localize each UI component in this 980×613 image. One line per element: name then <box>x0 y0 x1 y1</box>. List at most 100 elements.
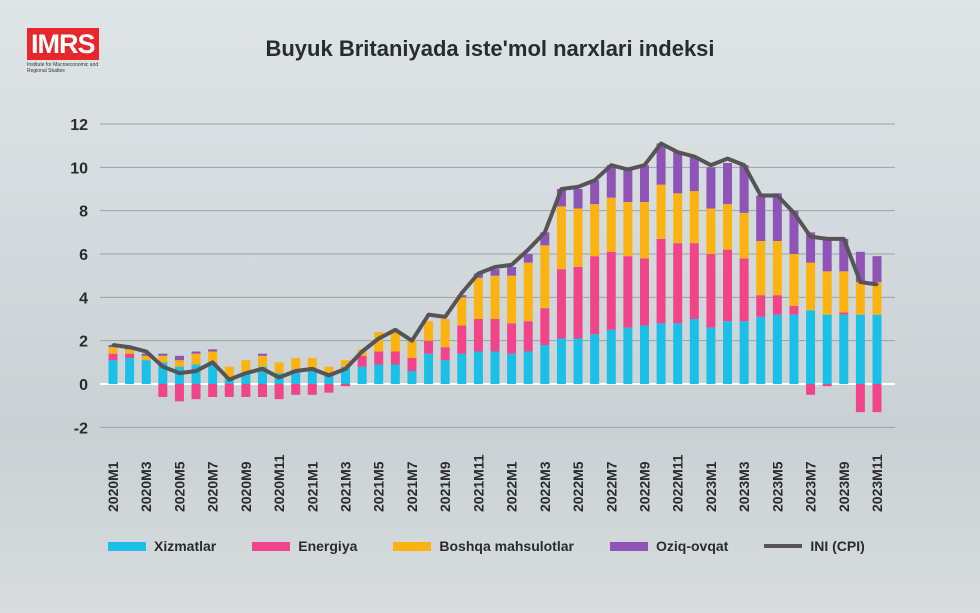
bar-oziq-ovqat <box>673 152 683 194</box>
bar-energiya <box>158 384 168 397</box>
bar-oziq-ovqat <box>208 349 218 352</box>
bar-xizmatlar <box>125 358 135 384</box>
bar-energiya <box>257 384 267 397</box>
x-tick-label: 2022M11 <box>670 454 686 512</box>
cpi-point <box>493 265 497 269</box>
bar-xizmatlar <box>490 351 500 384</box>
bar-xizmatlar <box>307 371 317 384</box>
bar-oziq-ovqat <box>839 238 849 272</box>
bar-energiya <box>174 384 184 402</box>
legend-line <box>764 544 803 548</box>
x-tick-label: 2023M11 <box>869 454 885 512</box>
bar-energiya <box>806 384 816 395</box>
cpi-point <box>476 272 480 275</box>
bar-oziq-ovqat <box>490 269 500 276</box>
bar-boshqa-mahsulotlar <box>673 193 683 244</box>
legend-label: INI (CPI) <box>810 538 865 554</box>
cpi-point <box>709 163 713 167</box>
cpi-point <box>858 280 862 284</box>
bar-energiya <box>324 384 334 393</box>
bar-boshqa-mahsulotlar <box>158 355 168 363</box>
y-tick-label: 2 <box>79 334 88 351</box>
cpi-point <box>310 367 314 371</box>
legend-item-services: Xizmatlar <box>108 538 216 554</box>
bar-xizmatlar <box>407 371 417 384</box>
bar-boshqa-mahsulotlar <box>457 297 467 326</box>
bar-xizmatlar <box>257 366 267 384</box>
bar-boshqa-mahsulotlar <box>507 275 517 324</box>
legend-item-other-goods: Boshqa mahsulotlar <box>393 538 574 554</box>
bar-boshqa-mahsulotlar <box>440 319 450 348</box>
y-tick-label: 6 <box>79 247 88 264</box>
legend-item-cpi: INI (CPI) <box>764 538 865 554</box>
x-tick-label: 2020M3 <box>138 461 154 512</box>
x-tick-label: 2021M7 <box>404 461 420 512</box>
bar-energiya <box>407 358 417 371</box>
legend-swatch <box>108 541 146 551</box>
cpi-point <box>227 378 231 382</box>
x-tick-label: 2021M5 <box>371 461 387 512</box>
bar-energiya <box>224 384 234 397</box>
y-tick-label: 0 <box>79 377 88 394</box>
bar-oziq-ovqat <box>789 210 799 254</box>
legend: Xizmatlar Energiya Boshqa mahsulotlar Oz… <box>108 538 901 554</box>
bar-xizmatlar <box>839 314 849 384</box>
legend-item-food: Oziq-ovqat <box>609 538 729 554</box>
x-tick-label: 2022M1 <box>504 461 520 512</box>
bar-boshqa-mahsulotlar <box>257 355 267 367</box>
bar-oziq-ovqat <box>623 169 633 202</box>
bar-boshqa-mahsulotlar <box>108 347 118 354</box>
bar-xizmatlar <box>108 360 118 384</box>
bar-oziq-ovqat <box>689 156 699 192</box>
cpi-point <box>692 155 696 158</box>
bar-energiya <box>872 384 882 413</box>
x-tick-label: 2020M9 <box>238 461 254 512</box>
logo-text: IMRS <box>27 28 99 60</box>
bar-boshqa-mahsulotlar <box>872 282 882 315</box>
legend-item-energy: Energiya <box>252 538 357 554</box>
bar-boshqa-mahsulotlar <box>772 241 782 296</box>
bar-xizmatlar <box>241 373 251 384</box>
bar-energiya <box>490 319 500 352</box>
bar-boshqa-mahsulotlar <box>806 262 816 311</box>
cpi-point <box>177 371 181 375</box>
bar-boshqa-mahsulotlar <box>739 212 749 259</box>
bar-boshqa-mahsulotlar <box>789 254 799 306</box>
bar-energiya <box>573 267 583 339</box>
bar-boshqa-mahsulotlar <box>307 358 317 371</box>
bar-oziq-ovqat <box>822 238 832 272</box>
bar-xizmatlar <box>473 351 483 384</box>
bar-energiya <box>108 353 118 361</box>
bar-oziq-ovqat <box>556 189 566 207</box>
bar-boshqa-mahsulotlar <box>839 271 849 313</box>
x-tick-label: 2023M7 <box>803 461 819 512</box>
x-tick-label: 2022M9 <box>636 461 652 512</box>
bar-energiya <box>125 353 135 358</box>
bar-xizmatlar <box>872 314 882 384</box>
cpi-point <box>194 369 198 373</box>
legend-label: Boshqa mahsulotlar <box>439 538 574 554</box>
cpi-point <box>360 350 364 353</box>
cpi-point <box>559 187 563 191</box>
bar-energiya <box>191 384 201 400</box>
cpi-point <box>842 237 846 241</box>
bar-oziq-ovqat <box>158 353 168 356</box>
bar-xizmatlar <box>507 353 517 384</box>
bar-energiya <box>357 355 367 367</box>
bar-boshqa-mahsulotlar <box>590 204 600 257</box>
bar-boshqa-mahsulotlar <box>556 206 566 270</box>
bar-energiya <box>274 384 284 400</box>
bar-xizmatlar <box>523 351 533 384</box>
bar-xizmatlar <box>706 327 716 384</box>
bar-energiya <box>756 295 766 317</box>
x-tick-label: 2020M7 <box>205 461 221 512</box>
bar-xizmatlar <box>158 362 168 384</box>
bar-xizmatlar <box>573 338 583 384</box>
y-tick-label: -2 <box>74 420 88 437</box>
cpi-point <box>510 263 514 267</box>
bar-boshqa-mahsulotlar <box>191 353 201 365</box>
legend-label: Oziq-ovqat <box>655 538 729 554</box>
bar-oziq-ovqat <box>855 251 865 283</box>
bar-boshqa-mahsulotlar <box>822 271 832 315</box>
cpi-point <box>443 315 447 319</box>
